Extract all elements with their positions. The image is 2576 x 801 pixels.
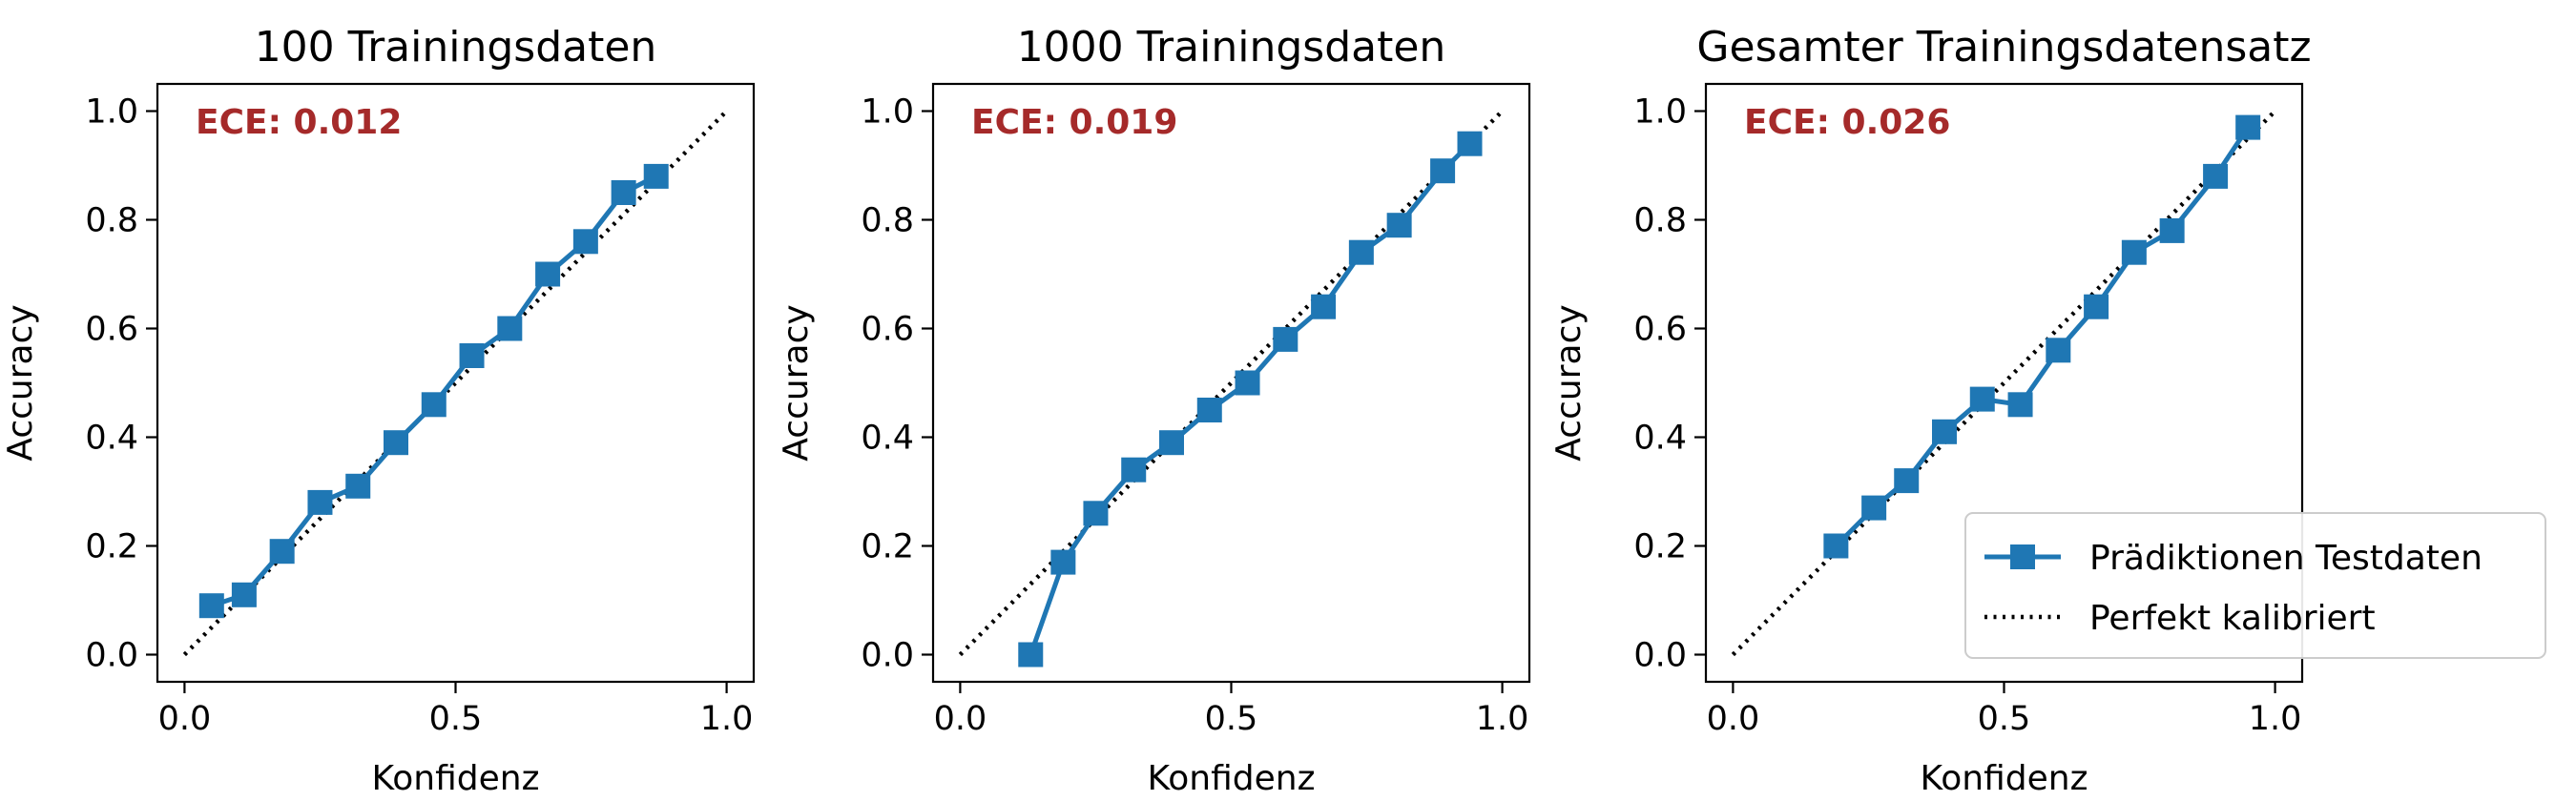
prediction-point [611,180,636,205]
legend-label-perfect: Perfekt kalibriert [2089,599,2376,638]
ece-annotation: ECE: 0.019 [971,103,1177,142]
y-axis-label: Accuracy [1,304,40,461]
y-tick-label: 0.2 [85,528,138,566]
x-tick-label: 0.5 [1978,700,2031,738]
prediction-point [643,163,669,189]
prediction-point [2046,338,2071,363]
x-axis-label: Konfidenz [1920,759,2088,798]
y-tick-label: 1.0 [85,93,138,132]
prediction-point [231,582,257,607]
prediction-point [269,539,295,565]
y-tick-label: 0.4 [85,420,138,458]
y-tick-label: 0.8 [85,202,138,240]
y-tick-label: 0.8 [1633,202,1687,240]
x-tick-label: 1.0 [2249,700,2302,738]
y-tick-label: 1.0 [1633,93,1687,132]
y-tick-label: 0.0 [85,637,138,675]
x-axis-label: Konfidenz [371,759,539,798]
y-tick-label: 0.0 [861,637,914,675]
prediction-point [2235,114,2261,140]
ece-annotation: ECE: 0.026 [1744,103,1950,142]
y-tick-label: 0.2 [1633,528,1687,566]
prediction-point [1235,370,1260,396]
prediction-point [1196,398,1222,422]
prediction-point [2121,239,2147,265]
prediction-point [1159,430,1184,456]
y-axis-label: Accuracy [1549,304,1589,461]
prediction-point [421,392,447,418]
x-axis-label: Konfidenz [1147,759,1315,798]
y-tick-label: 0.6 [85,311,138,349]
x-tick-label: 1.0 [1476,700,1529,738]
panel-3: Gesamter Trainingsdatensatz 0.0 0.5 1.0 0.0 0… [1549,23,2312,798]
y-tick-label: 0.4 [861,420,914,458]
legend-label-predictions: Prädiktionen Testdaten [2089,539,2483,578]
y-tick-label: 0.6 [1633,311,1687,349]
panel-title: 1000 Trainingsdaten [1017,23,1446,72]
prediction-point [1050,549,1076,575]
prediction-point [1273,326,1298,352]
x-tick-label: 0.5 [429,700,483,738]
prediction-point [1386,213,1412,238]
prediction-point [307,489,333,515]
prediction-point [345,473,371,499]
y-tick-label: 0.0 [1633,637,1687,675]
x-tick-label: 0.5 [1205,700,1258,738]
y-tick-label: 0.2 [861,528,914,566]
prediction-point [2159,217,2185,243]
perfect-calibration-line [958,109,1505,657]
y-tick-label: 0.8 [861,202,914,240]
prediction-point [1823,533,1849,559]
prediction-point [459,343,485,368]
prediction-point [198,593,224,619]
x-tick-label: 0.0 [1707,700,1760,738]
perfect-calibration-line [182,109,729,657]
prediction-point [535,261,561,287]
prediction-point [1430,158,1456,184]
panel-title: Gesamter Trainingsdatensatz [1696,23,2311,72]
prediction-point [2007,392,2033,418]
y-axis-label: Accuracy [777,304,816,461]
prediction-point [1083,501,1109,526]
prediction-point [1457,131,1483,156]
prediction-point [2203,163,2229,189]
prediction-point [2084,294,2109,319]
panel-1: 100 Trainingsdaten 0.0 0.5 1.0 0.0 0.2 0.4 0.6 0… [1,23,756,798]
legend-series-marker [2010,544,2035,569]
x-tick-label: 1.0 [700,700,754,738]
legend-box [1964,512,2546,659]
prediction-point [1348,239,1374,265]
legend: Prädiktionen Testdaten Perfekt kalibriert [1964,512,2546,659]
prediction-point [1932,419,1957,444]
prediction-point [1018,642,1044,668]
prediction-point [1861,495,1887,521]
prediction-point [384,430,408,456]
panel-title: 100 Trainingsdaten [255,23,657,72]
panel-2: 1000 Trainingsdaten 0.0 0.5 1.0 0.0 0.2 0.4 0.6… [777,23,1531,798]
prediction-point [1894,468,1920,494]
prediction-point [1969,386,1995,412]
ece-annotation: ECE: 0.012 [196,103,402,142]
y-tick-label: 0.4 [1633,420,1687,458]
prediction-point [497,316,523,341]
x-tick-label: 0.0 [934,700,987,738]
prediction-point [1121,457,1147,483]
y-tick-label: 1.0 [861,93,914,132]
prediction-point [1311,294,1337,319]
prediction-point [572,229,598,255]
x-tick-label: 0.0 [158,700,212,738]
y-tick-label: 0.6 [861,311,914,349]
perfect-calibration-line [1731,109,2277,657]
